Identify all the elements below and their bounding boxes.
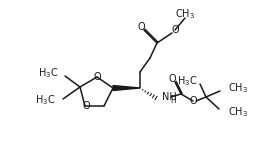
Polygon shape [113,86,139,91]
Text: O: O [188,96,196,106]
Text: O: O [82,101,89,111]
Text: CH$_3$: CH$_3$ [227,105,247,119]
Text: H: H [169,96,175,106]
Text: O: O [170,25,178,35]
Text: O: O [168,74,175,84]
Text: H$_3$C: H$_3$C [176,74,196,88]
Text: O: O [93,72,100,82]
Text: CH$_3$: CH$_3$ [227,81,247,95]
Text: CH$_3$: CH$_3$ [174,7,194,21]
Text: NH: NH [161,92,176,102]
Text: H$_3$C: H$_3$C [35,93,55,107]
Text: H$_3$C: H$_3$C [38,66,58,80]
Text: O: O [137,22,144,32]
